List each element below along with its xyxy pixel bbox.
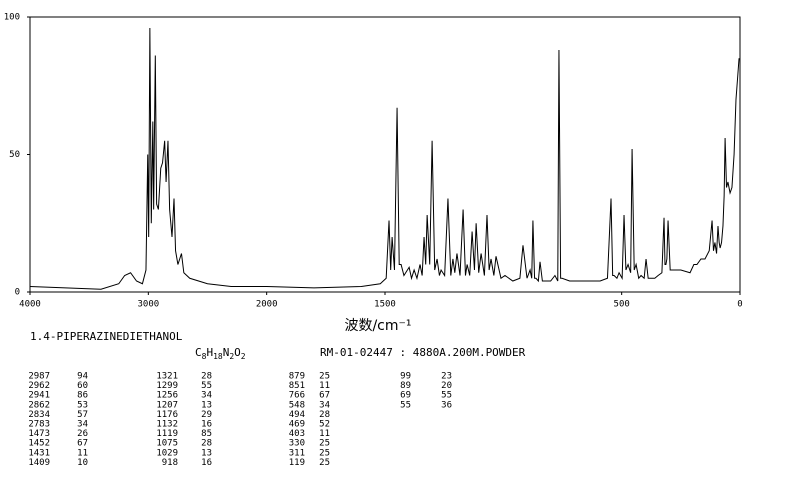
peak-wavenumber: 879 bbox=[289, 372, 305, 382]
peak-wavenumber: 1409 bbox=[28, 458, 50, 468]
peak-intensity: 25 bbox=[319, 448, 330, 458]
peak-intensity: 13 bbox=[201, 448, 212, 458]
peak-intensity: 67 bbox=[319, 391, 330, 401]
peak-wavenumber: 1452 bbox=[28, 439, 50, 449]
peak-intensity: 36 bbox=[441, 400, 452, 410]
peak-intensity: 25 bbox=[319, 439, 330, 449]
x-tick-label: 4000 bbox=[19, 300, 41, 310]
peak-wavenumber: 469 bbox=[289, 420, 305, 430]
formula-element: O bbox=[234, 346, 241, 359]
peak-intensity: 94 bbox=[77, 372, 88, 382]
peak-wavenumber: 1321 bbox=[156, 372, 178, 382]
peak-wavenumber: 403 bbox=[289, 429, 305, 439]
peak-intensity: 28 bbox=[201, 372, 212, 382]
peak-wavenumber: 766 bbox=[289, 391, 305, 401]
peak-wavenumber: 2941 bbox=[28, 391, 50, 401]
sample-info: RM-01-02447 : 4880A.200M.POWDER bbox=[320, 346, 526, 359]
peak-intensity: 29 bbox=[201, 410, 212, 420]
peak-wavenumber: 851 bbox=[289, 381, 305, 391]
peak-wavenumber: 918 bbox=[162, 458, 178, 468]
peak-intensity: 28 bbox=[201, 439, 212, 449]
peak-wavenumber: 1207 bbox=[156, 400, 178, 410]
peak-intensity: 23 bbox=[441, 372, 452, 382]
peak-intensity: 13 bbox=[201, 400, 212, 410]
peak-wavenumber: 548 bbox=[289, 400, 305, 410]
formula-count: 2 bbox=[241, 352, 246, 361]
formula-count: 18 bbox=[213, 352, 223, 361]
spectrum-line bbox=[29, 27, 740, 290]
peak-wavenumber: 2987 bbox=[28, 372, 50, 382]
y-tick-label: 0 bbox=[15, 288, 20, 298]
x-tick-label: 3000 bbox=[137, 300, 159, 310]
peak-wavenumber: 2962 bbox=[28, 381, 50, 391]
peak-intensity: 16 bbox=[201, 420, 212, 430]
peak-wavenumber: 1176 bbox=[156, 410, 178, 420]
x-tick-label: 500 bbox=[614, 300, 630, 310]
peak-intensity: 16 bbox=[201, 458, 212, 468]
peak-intensity: 55 bbox=[441, 391, 452, 401]
peak-intensity: 52 bbox=[319, 420, 330, 430]
peak-wavenumber: 311 bbox=[289, 448, 305, 458]
peak-intensity: 53 bbox=[77, 400, 88, 410]
peak-intensity: 34 bbox=[77, 420, 88, 430]
peak-wavenumber: 2783 bbox=[28, 420, 50, 430]
peak-wavenumber: 1299 bbox=[156, 381, 178, 391]
peak-wavenumber: 1075 bbox=[156, 439, 178, 449]
peak-wavenumber: 99 bbox=[400, 372, 411, 382]
y-tick-label: 50 bbox=[9, 150, 20, 160]
peak-wavenumber: 1132 bbox=[156, 420, 178, 430]
peak-wavenumber: 494 bbox=[289, 410, 305, 420]
peak-wavenumber: 119 bbox=[289, 458, 305, 468]
peak-wavenumber: 55 bbox=[400, 400, 411, 410]
peak-intensity: 85 bbox=[201, 429, 212, 439]
peak-wavenumber: 2834 bbox=[28, 410, 50, 420]
peak-wavenumber: 1473 bbox=[28, 429, 50, 439]
x-tick-label: 2000 bbox=[256, 300, 278, 310]
peak-intensity: 60 bbox=[77, 381, 88, 391]
y-tick-label: 100 bbox=[4, 13, 20, 23]
peak-intensity: 86 bbox=[77, 391, 88, 401]
compound-name: 1.4-PIPERAZINEDIETHANOL bbox=[30, 330, 183, 343]
peak-wavenumber: 1119 bbox=[156, 429, 178, 439]
peak-intensity: 26 bbox=[77, 429, 88, 439]
x-tick-label: 0 bbox=[737, 300, 742, 310]
formula-element: H bbox=[206, 346, 213, 359]
formula-count: 2 bbox=[229, 352, 234, 361]
peak-wavenumber: 2862 bbox=[28, 400, 50, 410]
peak-intensity: 34 bbox=[201, 391, 212, 401]
peak-wavenumber: 1431 bbox=[28, 448, 50, 458]
peak-intensity: 57 bbox=[77, 410, 88, 420]
formula-element: N bbox=[223, 346, 230, 359]
peak-wavenumber: 1029 bbox=[156, 448, 178, 458]
peak-intensity: 25 bbox=[319, 458, 330, 468]
formula: C8​H18​N2​O2​ bbox=[195, 346, 246, 361]
peak-intensity: 11 bbox=[77, 448, 88, 458]
peak-wavenumber: 1256 bbox=[156, 391, 178, 401]
peak-intensity: 11 bbox=[319, 381, 330, 391]
formula-count: 8 bbox=[202, 352, 207, 361]
peak-intensity: 67 bbox=[77, 439, 88, 449]
formula-element: C bbox=[195, 346, 202, 359]
peak-wavenumber: 330 bbox=[289, 439, 305, 449]
peak-intensity: 20 bbox=[441, 381, 452, 391]
peak-wavenumber: 89 bbox=[400, 381, 411, 391]
peak-intensity: 34 bbox=[319, 400, 330, 410]
peak-intensity: 25 bbox=[319, 372, 330, 382]
peak-intensity: 10 bbox=[77, 458, 88, 468]
x-axis-label: 波数/cm⁻¹ bbox=[344, 318, 411, 334]
peak-intensity: 28 bbox=[319, 410, 330, 420]
x-tick-label: 1500 bbox=[374, 300, 396, 310]
peak-intensity: 11 bbox=[319, 429, 330, 439]
peak-wavenumber: 69 bbox=[400, 391, 411, 401]
peak-intensity: 55 bbox=[201, 381, 212, 391]
